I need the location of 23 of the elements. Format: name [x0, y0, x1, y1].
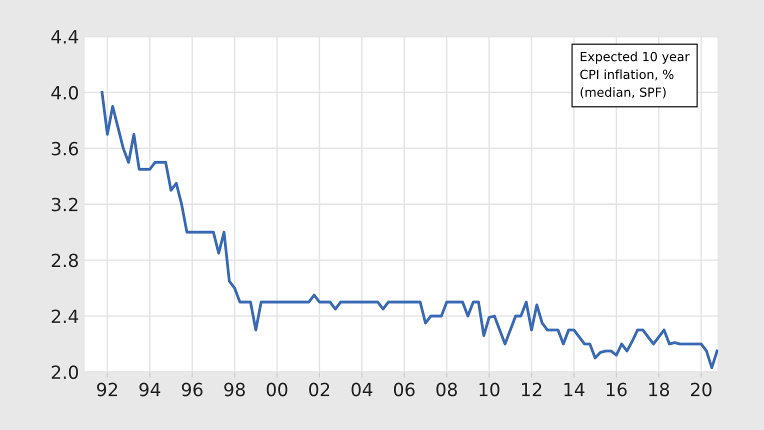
x-tick-label: 94: [139, 382, 160, 396]
x-tick-label: 96: [182, 382, 203, 396]
y-tick-label: 4.0: [51, 86, 78, 100]
x-tick-label: 00: [266, 382, 288, 396]
x-tick-label: 18: [649, 382, 670, 396]
x-tick-label: 20: [691, 382, 712, 396]
x-tick-label: 98: [224, 382, 245, 396]
x-tick-label: 92: [97, 382, 118, 396]
x-tick-label: 04: [352, 382, 372, 396]
x-tick-label: 02: [309, 382, 330, 396]
y-tick-label: 2.0: [52, 365, 78, 380]
y-tick-label: 3.6: [52, 142, 78, 156]
x-tick-label: 16: [606, 382, 627, 396]
x-tick-label: 12: [522, 382, 542, 396]
x-tick-label: 10: [480, 382, 500, 396]
y-tick-label: 2.8: [52, 254, 78, 268]
x-tick-label: 14: [564, 382, 584, 396]
x-tick-label: 08: [436, 382, 457, 396]
y-tick-label: 2.4: [52, 310, 78, 323]
annotation: Expected 10 year CPI inflation, % (median, SPF): [580, 52, 690, 98]
y-tick-label: 4.4: [51, 30, 78, 44]
y-tick-label: 3.2: [52, 198, 78, 212]
x-tick-label: 06: [394, 382, 415, 396]
